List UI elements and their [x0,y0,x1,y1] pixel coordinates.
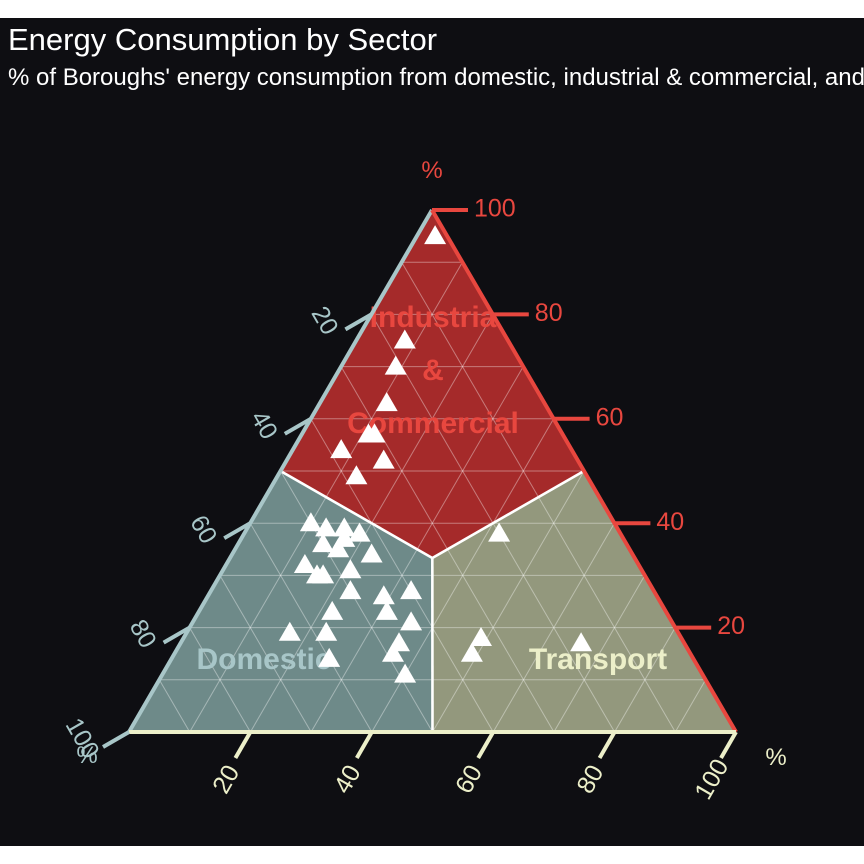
data-point [348,522,371,542]
data-point [394,663,417,683]
data-point [315,517,338,537]
tick-bottom [476,730,495,759]
region-boundary [279,469,433,560]
tick-label-left: 60 [184,510,222,548]
chart-subtitle: % of Boroughs' energy consumption from d… [8,64,864,91]
tick-bottom [233,730,253,759]
chart-title: Energy Consumption by Sector [8,22,438,57]
tick-bottom [355,730,374,759]
tick-left [223,521,252,540]
region-transport [432,471,736,732]
data-point [321,600,344,620]
region-label-line: Industria [370,301,497,334]
data-point [312,564,335,584]
data-point [293,554,316,573]
tick-label-right: 60 [596,403,624,431]
tick-left [102,730,131,749]
region-boundaries [279,469,585,733]
axis-title-right: % [421,157,442,184]
grid-line [553,575,646,733]
tick-left [162,625,191,645]
data-point [400,580,423,600]
data-point [372,449,395,469]
tick-bottom [719,730,738,759]
data-point [470,627,492,646]
data-point [333,517,356,537]
tick-left [344,312,373,332]
data-point [327,538,350,558]
grid-line [492,522,615,733]
data-point [393,329,416,349]
data-point [318,647,341,667]
tick-bottom [597,730,617,759]
data-point [299,512,322,532]
data-point [372,585,395,605]
region-label-domestic: Domestic [196,643,331,676]
region-label-line: Domestic [196,643,331,676]
tick-label-right: 40 [656,508,684,536]
chart-frame: Energy Consumption by Sector % of Boroug… [0,18,864,846]
axis-title-bottom: % [765,744,786,771]
data-point [570,632,593,652]
data-point [460,642,483,662]
tick-label-bottom: 40 [329,760,367,798]
grid-line [674,679,707,733]
axis-line-left [127,208,434,734]
data-point [339,559,362,579]
tick-label-left: 80 [124,615,162,653]
axis-line-right [430,208,738,734]
tick-label-right: 20 [717,612,745,640]
tick-label-left: 40 [245,406,283,444]
tick-label-bottom: 20 [207,760,245,798]
region-label-line: Transport [529,643,667,676]
region-label-transport: Transport [529,643,667,676]
data-point [384,355,407,375]
data-point [375,392,398,412]
grid-line [249,522,373,733]
tick-label-right: 100 [474,195,516,223]
tick-label-left: 20 [306,302,344,340]
grid-line [219,575,312,733]
data-point [330,439,353,459]
data-points [278,225,593,683]
data-point [357,423,380,443]
data-point [312,533,335,553]
data-point [339,580,362,600]
tick-label-right: 80 [535,299,563,327]
axis-title-left: % [76,742,97,769]
tick-label-bottom: 100 [689,754,734,804]
data-point [488,522,511,542]
data-point [375,600,398,620]
data-point [360,543,383,563]
tick-label-bottom: 60 [450,760,488,798]
data-point [345,465,368,485]
data-point [424,225,447,245]
grid-line [280,470,433,733]
grid-line [310,418,494,733]
grid-line [614,627,676,733]
region-boundary [431,469,585,560]
tick-label-bottom: 80 [571,760,609,798]
grid-line [432,470,585,733]
data-point [278,621,301,641]
data-point [382,642,404,662]
region-label-line: & [422,354,444,387]
grid-line [189,627,251,733]
tick-left [283,417,312,436]
data-point [315,621,338,641]
data-point [400,611,423,631]
grid-line [158,679,191,733]
